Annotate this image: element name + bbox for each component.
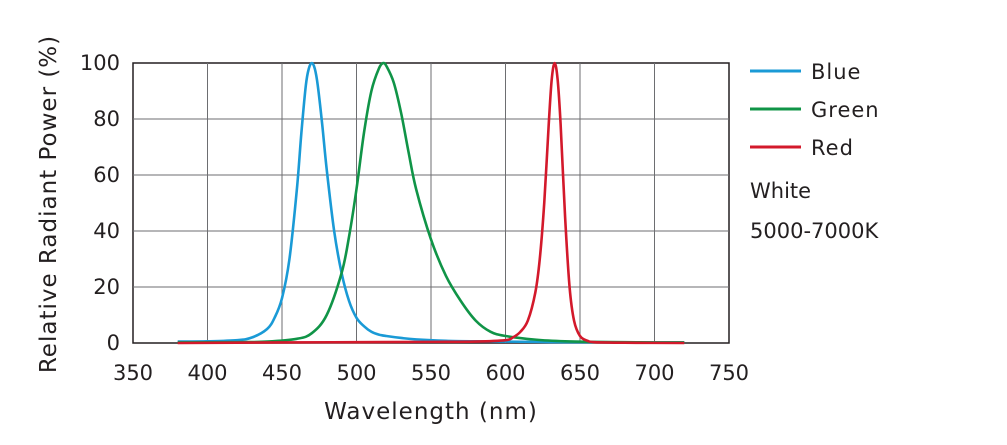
series-line-blue xyxy=(177,61,685,344)
series-line-red xyxy=(177,61,685,345)
legend-label-red: Red xyxy=(811,136,854,160)
legend-item-green: Green xyxy=(750,98,880,122)
x-tick-label: 650 xyxy=(560,361,600,385)
y-tick-label: 20 xyxy=(93,275,120,299)
legend-label-green: Green xyxy=(811,98,880,122)
x-tick-label: 400 xyxy=(187,361,227,385)
x-tick-label: 500 xyxy=(336,361,376,385)
x-axis-title: Wavelength (nm) xyxy=(324,399,538,425)
series-line-green xyxy=(177,61,685,344)
x-tick-label: 350 xyxy=(113,361,153,385)
legend-label-blue: Blue xyxy=(811,60,861,84)
x-tick-label: 700 xyxy=(634,361,674,385)
x-tick-label: 750 xyxy=(709,361,749,385)
x-tick-label: 550 xyxy=(411,361,451,385)
tick-labels: 350 400 450 500 550 600 650 700 750 0 20 40 60 80 100 xyxy=(80,51,749,385)
grid-lines xyxy=(133,63,729,343)
x-tick-label: 450 xyxy=(262,361,302,385)
y-tick-label: 0 xyxy=(107,331,120,355)
legend-item-blue: Blue xyxy=(750,60,861,84)
note-white: White xyxy=(750,179,811,203)
y-tick-label: 60 xyxy=(93,163,120,187)
legend: Blue Green Red xyxy=(750,60,880,160)
x-tick-label: 600 xyxy=(485,361,525,385)
y-tick-label: 80 xyxy=(93,107,120,131)
y-axis-title: Relative Radiant Power (%) xyxy=(36,35,62,373)
note-cct-range: 5000-7000K xyxy=(750,219,879,243)
y-tick-label: 100 xyxy=(80,51,120,75)
data-series xyxy=(177,61,685,345)
legend-item-red: Red xyxy=(750,136,854,160)
y-tick-label: 40 xyxy=(93,219,120,243)
